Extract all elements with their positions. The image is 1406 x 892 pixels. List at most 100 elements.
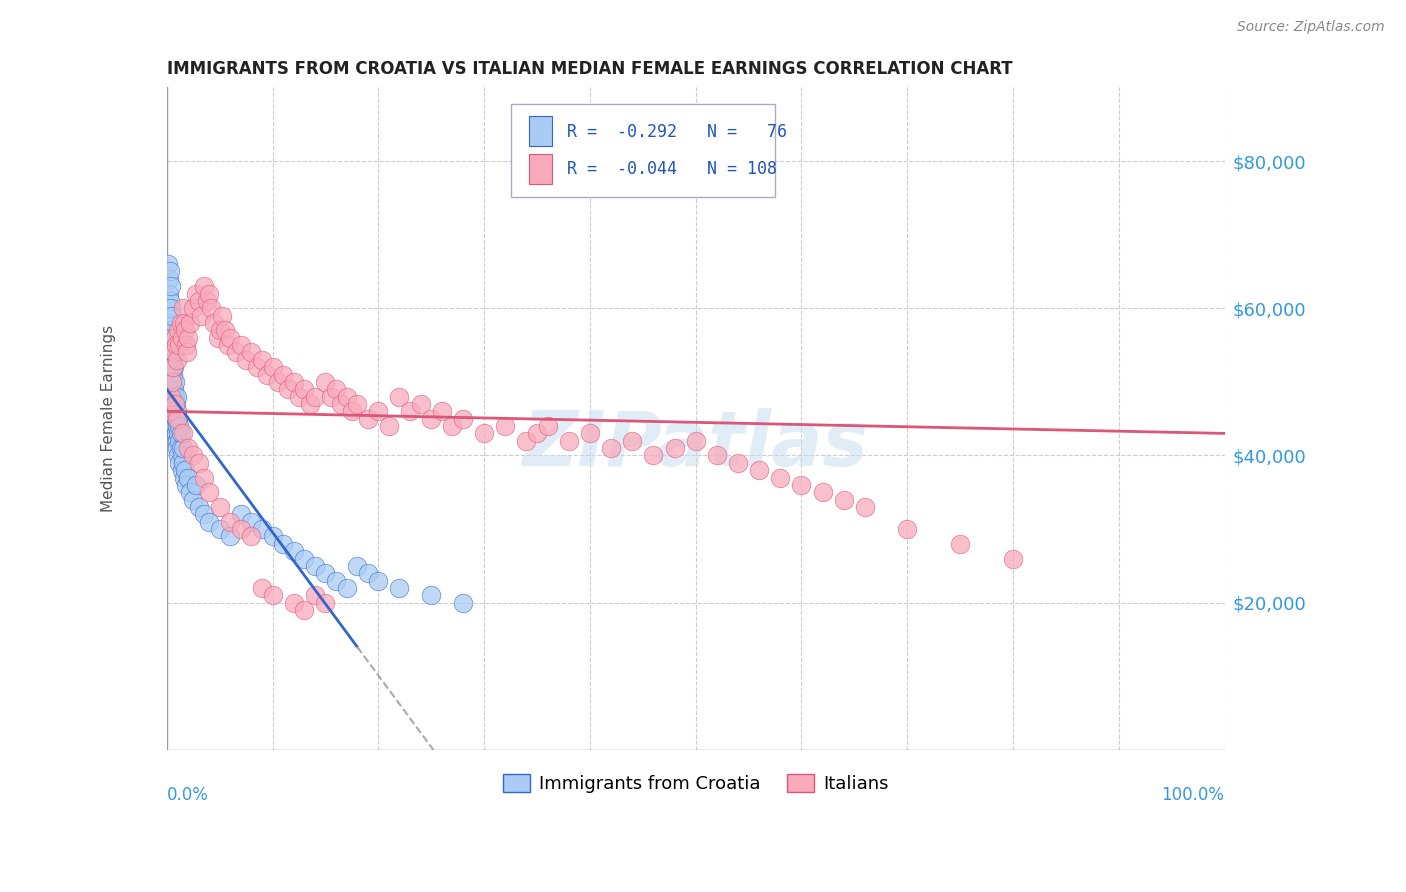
Text: R =  -0.292   N =   76: R = -0.292 N = 76	[567, 123, 786, 141]
Point	[179, 316, 201, 330]
Point	[176, 345, 198, 359]
Point	[166, 419, 188, 434]
Point	[170, 449, 193, 463]
Point	[166, 434, 188, 448]
Point	[219, 331, 242, 345]
Point	[163, 382, 186, 396]
Point	[163, 360, 186, 375]
Point	[163, 404, 186, 418]
Text: Source: ZipAtlas.com: Source: ZipAtlas.com	[1237, 20, 1385, 34]
Text: IMMIGRANTS FROM CROATIA VS ITALIAN MEDIAN FEMALE EARNINGS CORRELATION CHART: IMMIGRANTS FROM CROATIA VS ITALIAN MEDIA…	[167, 60, 1012, 78]
Point	[472, 426, 495, 441]
Text: R =  -0.044   N = 108: R = -0.044 N = 108	[567, 160, 776, 178]
Point	[160, 360, 183, 375]
Point	[179, 485, 201, 500]
Point	[246, 360, 269, 375]
Point	[174, 478, 197, 492]
FancyBboxPatch shape	[510, 104, 775, 197]
Point	[357, 411, 380, 425]
Point	[211, 309, 233, 323]
Point	[664, 441, 686, 455]
Point	[515, 434, 537, 448]
Point	[169, 419, 191, 434]
Point	[304, 390, 326, 404]
Point	[181, 449, 204, 463]
Point	[160, 375, 183, 389]
Point	[769, 470, 792, 484]
Point	[214, 323, 236, 337]
Point	[169, 434, 191, 448]
Point	[229, 338, 252, 352]
Point	[167, 426, 190, 441]
Point	[451, 411, 474, 425]
Point	[208, 500, 231, 514]
Point	[340, 404, 363, 418]
Point	[853, 500, 876, 514]
Point	[388, 581, 411, 595]
Point	[167, 411, 190, 425]
Point	[166, 352, 188, 367]
Point	[271, 537, 294, 551]
Point	[162, 368, 184, 382]
Point	[336, 581, 359, 595]
Point	[193, 279, 215, 293]
Point	[346, 558, 368, 573]
Point	[193, 508, 215, 522]
Point	[536, 419, 558, 434]
Point	[167, 449, 190, 463]
Point	[235, 352, 257, 367]
Point	[172, 456, 194, 470]
Point	[225, 345, 247, 359]
Point	[314, 375, 336, 389]
Point	[229, 522, 252, 536]
Point	[170, 331, 193, 345]
Point	[166, 390, 188, 404]
Text: ZIPatlas: ZIPatlas	[523, 409, 869, 483]
Point	[165, 397, 187, 411]
Point	[558, 434, 581, 448]
Point	[165, 397, 187, 411]
Point	[298, 397, 321, 411]
Point	[292, 603, 315, 617]
Text: 0.0%: 0.0%	[167, 786, 208, 805]
Point	[181, 301, 204, 316]
Point	[292, 551, 315, 566]
Point	[157, 286, 180, 301]
Point	[173, 470, 195, 484]
Point	[292, 382, 315, 396]
Point	[195, 293, 218, 308]
Point	[202, 316, 225, 330]
Point	[198, 515, 221, 529]
Point	[262, 588, 284, 602]
Point	[172, 426, 194, 441]
Point	[172, 301, 194, 316]
Point	[250, 352, 273, 367]
Point	[240, 345, 263, 359]
Point	[325, 574, 347, 588]
Point	[451, 596, 474, 610]
Point	[325, 382, 347, 396]
Point	[173, 323, 195, 337]
Point	[169, 441, 191, 455]
Point	[157, 272, 180, 286]
Point	[706, 449, 728, 463]
Point	[378, 419, 401, 434]
Point	[177, 470, 200, 484]
Point	[165, 411, 187, 425]
Point	[169, 456, 191, 470]
Point	[727, 456, 749, 470]
Point	[190, 309, 212, 323]
Point	[160, 309, 183, 323]
Point	[169, 338, 191, 352]
Point	[262, 360, 284, 375]
Point	[162, 390, 184, 404]
Bar	[529, 116, 551, 145]
Point	[621, 434, 644, 448]
Point	[600, 441, 623, 455]
Point	[177, 441, 200, 455]
Point	[207, 331, 229, 345]
Point	[346, 397, 368, 411]
Point	[160, 352, 183, 367]
Point	[256, 368, 278, 382]
Point	[1001, 551, 1024, 566]
